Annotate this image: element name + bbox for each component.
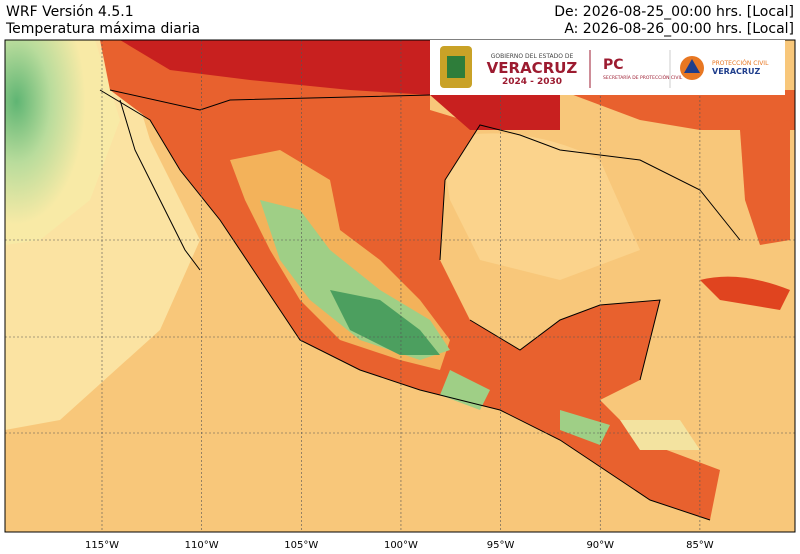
logo-period: 2024 - 2030 [502, 77, 562, 87]
longitude-label: 110°W [185, 540, 219, 551]
longitude-label: 95°W [487, 540, 515, 551]
map-field [5, 40, 795, 532]
logo-pc2-state: VERACRUZ [712, 67, 761, 76]
date-from: De: 2026-08-25_00:00 hrs. [Local] [554, 4, 794, 20]
logo-state: VERACRUZ [487, 59, 578, 77]
longitude-label: 85°W [686, 540, 714, 551]
variable-label: Temperatura máxima diaria [6, 21, 201, 37]
date-to: A: 2026-08-26_00:00 hrs. [Local] [564, 21, 794, 37]
longitude-label: 90°W [586, 540, 614, 551]
longitude-label: 105°W [284, 540, 318, 551]
logo-gov: GOBIERNO DEL ESTADO DE [491, 53, 574, 60]
model-label: WRF Versión 4.5.1 [6, 4, 134, 20]
logo-pc2: PROTECCIÓN CIVIL [712, 60, 769, 67]
longitude-label: 100°W [384, 540, 418, 551]
longitude-label: 115°W [85, 540, 119, 551]
logo-banner: GOBIERNO DEL ESTADO DE VERACRUZ 2024 - 2… [430, 40, 785, 95]
logo-pc: PC [603, 57, 624, 73]
logo-pc-sub: SECRETARÍA DE PROTECCIÓN CIVIL [603, 74, 683, 81]
